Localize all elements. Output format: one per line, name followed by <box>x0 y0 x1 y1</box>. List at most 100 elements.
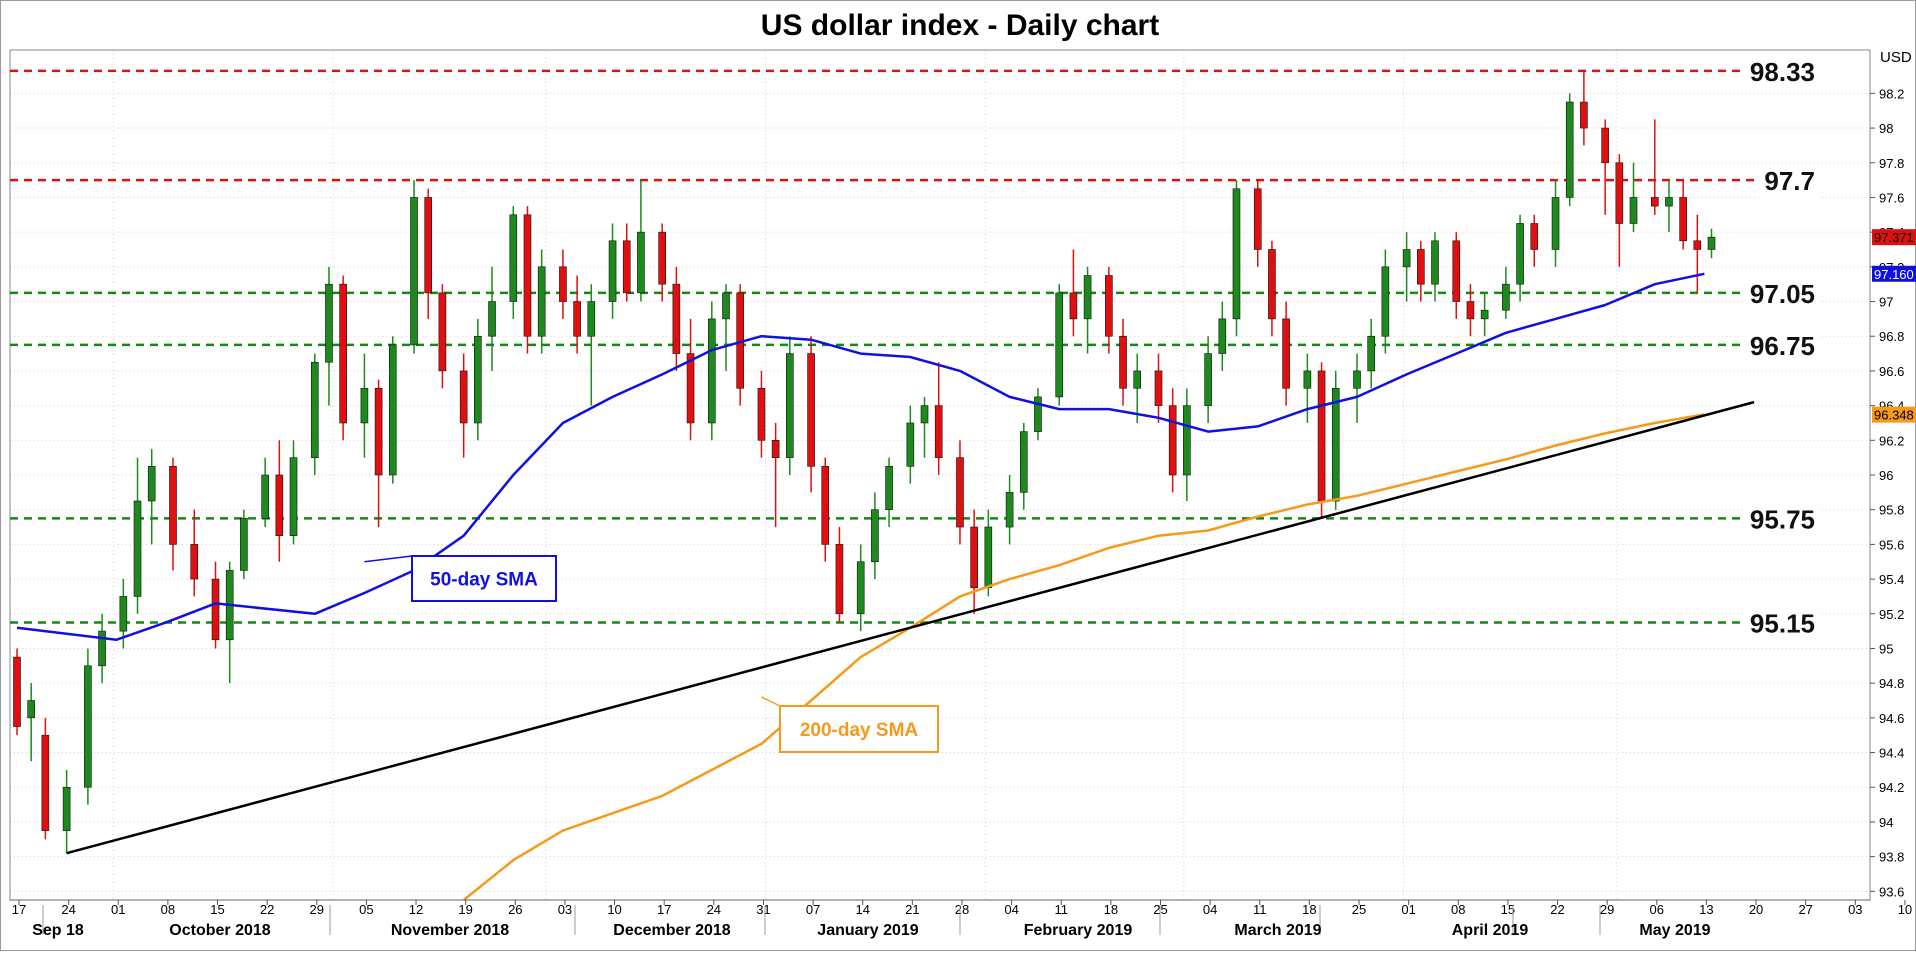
x-day-label: 03 <box>558 902 572 917</box>
candle <box>856 544 865 632</box>
candle-body <box>1650 197 1659 207</box>
y-tick-label: 95.8 <box>1879 503 1904 518</box>
x-day-label: 29 <box>310 902 324 917</box>
candle-body <box>622 240 631 294</box>
candle-body <box>1055 292 1064 398</box>
candle <box>459 353 468 458</box>
y-tick-label: 94.6 <box>1879 711 1904 726</box>
y-tick-label: 97 <box>1879 295 1893 310</box>
candle-body <box>934 405 943 458</box>
candle-body <box>1083 275 1092 320</box>
x-day-label: 08 <box>161 902 175 917</box>
candle-body <box>1005 492 1014 528</box>
y-tick-label: 96.8 <box>1879 329 1904 344</box>
candle-body <box>1679 197 1687 242</box>
candle-body <box>1133 370 1142 389</box>
candle <box>920 396 929 458</box>
candle <box>133 457 142 614</box>
candle-body <box>424 197 433 294</box>
candle-body <box>133 500 142 597</box>
candle-body <box>821 466 830 545</box>
candle-body <box>1069 292 1078 320</box>
candle <box>637 180 645 302</box>
x-month-label: March 2019 <box>1234 922 1321 939</box>
candle <box>807 336 815 493</box>
y-tick-label: 96.2 <box>1879 433 1904 448</box>
x-month-label: October 2018 <box>169 922 270 939</box>
candle-body <box>190 544 199 580</box>
y-tick-label: 94.4 <box>1879 746 1904 761</box>
candle-body <box>920 405 929 424</box>
price-tags: 97.371 97.160 96.348 <box>1872 229 1916 423</box>
candle-body <box>1466 301 1475 320</box>
candle <box>1565 93 1574 207</box>
candle-body <box>1168 405 1177 476</box>
candle <box>736 284 744 406</box>
x-day-label: 19 <box>458 902 472 917</box>
candle-body <box>871 509 879 563</box>
candle <box>1253 180 1262 267</box>
candle-body <box>84 665 92 788</box>
level-label-bg <box>1743 54 1821 89</box>
candle <box>1282 301 1290 406</box>
candle-body <box>1019 431 1028 493</box>
candle-body <box>1530 223 1539 250</box>
candle <box>374 379 383 528</box>
candle <box>261 457 269 528</box>
candle-body <box>1331 387 1340 502</box>
sma-line <box>462 413 1705 901</box>
candle <box>786 336 794 475</box>
candle <box>169 457 177 571</box>
candle-body <box>1268 249 1276 320</box>
candle-body <box>1693 240 1702 250</box>
annotation-leader <box>364 555 413 563</box>
x-day-label: 27 <box>1798 902 1812 917</box>
candle-body <box>1480 309 1489 320</box>
candle-body <box>1615 162 1624 224</box>
x-day-label: 10 <box>607 902 621 917</box>
candle-body <box>807 353 815 467</box>
candle-body <box>459 370 468 424</box>
candle <box>821 457 830 562</box>
x-day-label: 11 <box>1253 902 1267 917</box>
candle <box>1353 353 1361 423</box>
candle <box>537 249 546 354</box>
price-tag-label: 97.371 <box>1874 230 1914 245</box>
x-axis: 17 24 01 08 15 22 29 05 12 19 26 03 10 17 24 31 07 14 21 28… <box>10 899 1912 939</box>
candle <box>211 561 220 649</box>
annotation-leader <box>761 696 781 707</box>
x-day-label: 13 <box>1699 902 1713 917</box>
y-tick-label: 94.2 <box>1879 780 1904 795</box>
y-tick-label: 94 <box>1879 815 1893 830</box>
y-tick-label: 97.8 <box>1879 156 1904 171</box>
x-day-label: 01 <box>111 902 125 917</box>
candle <box>190 509 199 597</box>
level-label: 98.33 <box>1750 57 1815 87</box>
candle <box>1650 119 1659 215</box>
candle <box>339 275 347 441</box>
candle-body <box>686 353 695 424</box>
candle-body <box>1452 240 1461 302</box>
candle-body <box>1232 188 1241 320</box>
candle <box>98 613 106 684</box>
candle <box>1154 353 1163 423</box>
candle-body <box>1183 405 1191 476</box>
candle-body <box>559 266 567 302</box>
candle <box>289 440 298 545</box>
candle <box>62 769 71 854</box>
candle-body <box>1119 335 1127 389</box>
candle <box>622 223 631 302</box>
x-month-label: December 2018 <box>613 922 731 939</box>
x-month-label: February 2019 <box>1024 922 1133 939</box>
y-axis-unit: USD <box>1880 49 1912 66</box>
x-day-label: 03 <box>1848 902 1862 917</box>
candle-body <box>835 544 844 615</box>
y-tick-label: 96.6 <box>1879 364 1904 379</box>
candle <box>1417 240 1425 302</box>
candle <box>1232 180 1241 337</box>
candle-body <box>906 422 915 467</box>
candle-body <box>410 197 418 346</box>
candle-body <box>325 283 333 363</box>
candle <box>1516 214 1524 302</box>
